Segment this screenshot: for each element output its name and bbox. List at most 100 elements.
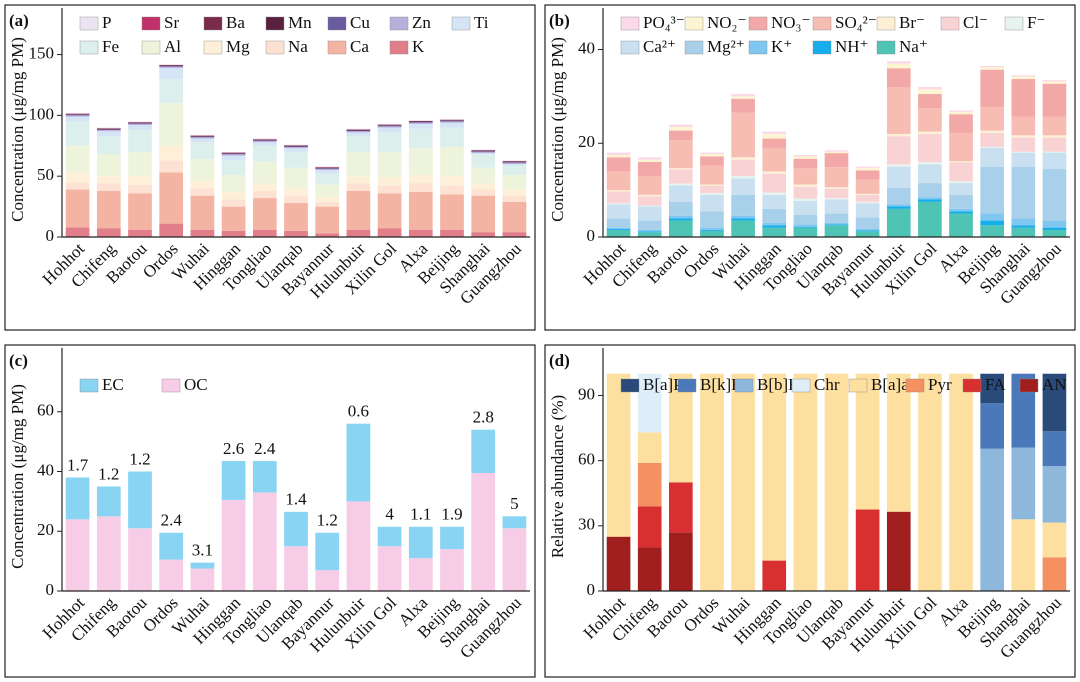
bar-segment bbox=[65, 114, 90, 116]
bar-segment bbox=[377, 125, 402, 126]
legend-swatch bbox=[1019, 378, 1039, 393]
bar-segment bbox=[918, 131, 942, 134]
bar-segment bbox=[346, 128, 371, 130]
legend-swatch bbox=[812, 16, 832, 31]
bar-segment bbox=[65, 172, 90, 183]
bar-segment bbox=[346, 132, 371, 137]
legend-label: Pyr bbox=[928, 375, 952, 394]
bar-segment bbox=[221, 151, 246, 153]
bar-segment bbox=[731, 159, 755, 177]
bar-segment bbox=[190, 562, 215, 569]
bar-segment bbox=[377, 151, 402, 178]
bar-segment bbox=[918, 162, 942, 165]
bar-segment bbox=[96, 486, 121, 517]
bar-segment bbox=[855, 201, 880, 204]
bar-segment bbox=[606, 229, 631, 230]
bar-segment bbox=[918, 133, 942, 162]
bar-segment bbox=[918, 183, 942, 198]
bar-segment bbox=[886, 187, 911, 205]
bar-segment bbox=[669, 218, 693, 221]
bar-segment bbox=[669, 126, 693, 131]
bar-segment bbox=[637, 194, 662, 197]
bar-segment bbox=[502, 164, 527, 166]
bar-segment bbox=[793, 373, 818, 591]
bar-segment bbox=[793, 184, 818, 187]
legend-swatch bbox=[876, 40, 896, 55]
bar-annotation: 2.6 bbox=[223, 439, 244, 458]
bar-segment bbox=[221, 461, 246, 500]
bar-segment bbox=[377, 132, 402, 152]
bar-segment bbox=[440, 119, 464, 120]
bar-segment bbox=[731, 218, 755, 221]
legend-swatch bbox=[748, 16, 768, 31]
bar-segment bbox=[502, 195, 527, 202]
bar-segment bbox=[346, 229, 371, 237]
bar-segment bbox=[700, 185, 724, 193]
bar-segment bbox=[606, 227, 631, 230]
bar-segment bbox=[221, 153, 246, 154]
panel-label: (d) bbox=[549, 351, 570, 370]
bar-segment bbox=[502, 528, 527, 591]
bar-segment bbox=[128, 123, 152, 124]
bar-segment bbox=[855, 229, 880, 231]
bar-segment bbox=[949, 110, 973, 112]
bar-segment bbox=[637, 232, 662, 237]
bar-annotation: 1.2 bbox=[129, 449, 150, 468]
bar-segment bbox=[128, 184, 152, 194]
bar-segment bbox=[918, 373, 942, 591]
y-tick-label: 100 bbox=[29, 104, 55, 123]
bar-segment bbox=[190, 136, 215, 137]
bar-segment bbox=[731, 176, 755, 179]
bar-segment bbox=[606, 203, 631, 205]
bar-segment bbox=[669, 183, 693, 186]
bar-segment bbox=[471, 167, 496, 184]
bar-segment bbox=[1042, 229, 1067, 237]
panel-border bbox=[4, 344, 536, 678]
bar-segment bbox=[408, 229, 433, 237]
bar-segment bbox=[1011, 135, 1036, 138]
bar-segment bbox=[1042, 151, 1067, 153]
bar-segment bbox=[96, 129, 121, 132]
y-tick-label: 0 bbox=[46, 226, 55, 245]
bar-segment bbox=[793, 186, 818, 199]
bar-segment bbox=[855, 231, 880, 237]
bar-segment bbox=[1042, 557, 1067, 591]
legend-swatch bbox=[327, 16, 347, 31]
legend-swatch bbox=[677, 378, 697, 393]
bar-segment bbox=[1011, 519, 1036, 591]
bar-segment bbox=[96, 190, 121, 229]
bar-segment bbox=[96, 129, 121, 130]
bar-segment bbox=[1011, 166, 1036, 219]
legend-label: NH⁺ bbox=[835, 37, 869, 56]
bar-segment bbox=[824, 150, 849, 152]
bar-segment bbox=[949, 114, 973, 133]
bar-segment bbox=[886, 511, 911, 591]
bar-segment bbox=[315, 532, 340, 571]
bar-segment bbox=[918, 94, 942, 109]
bar-segment bbox=[440, 176, 464, 186]
legend-label: SO₄²⁻ bbox=[835, 13, 877, 32]
bar-segment bbox=[252, 138, 277, 140]
bar-segment bbox=[96, 154, 121, 177]
bar-segment bbox=[762, 192, 787, 195]
bar-segment bbox=[793, 154, 818, 157]
bar-segment bbox=[128, 122, 152, 124]
bar-segment bbox=[980, 220, 1004, 226]
legend-label: Al bbox=[164, 37, 181, 56]
bar-segment bbox=[221, 174, 246, 192]
bar-segment bbox=[637, 206, 662, 221]
bar-segment bbox=[1042, 373, 1067, 432]
bar-segment bbox=[284, 167, 308, 189]
bar-segment bbox=[669, 220, 693, 237]
y-tick-label: 0 bbox=[587, 580, 596, 599]
bar-segment bbox=[252, 140, 277, 141]
bar-segment bbox=[762, 208, 787, 223]
bar-segment bbox=[886, 61, 911, 64]
bar-segment bbox=[284, 146, 308, 147]
bar-segment bbox=[637, 176, 662, 195]
legend-label: NO₂⁻ bbox=[707, 13, 746, 32]
bar-segment bbox=[346, 183, 371, 191]
bar-segment bbox=[886, 208, 911, 237]
bar-segment bbox=[408, 122, 433, 123]
bar-segment bbox=[346, 129, 371, 131]
